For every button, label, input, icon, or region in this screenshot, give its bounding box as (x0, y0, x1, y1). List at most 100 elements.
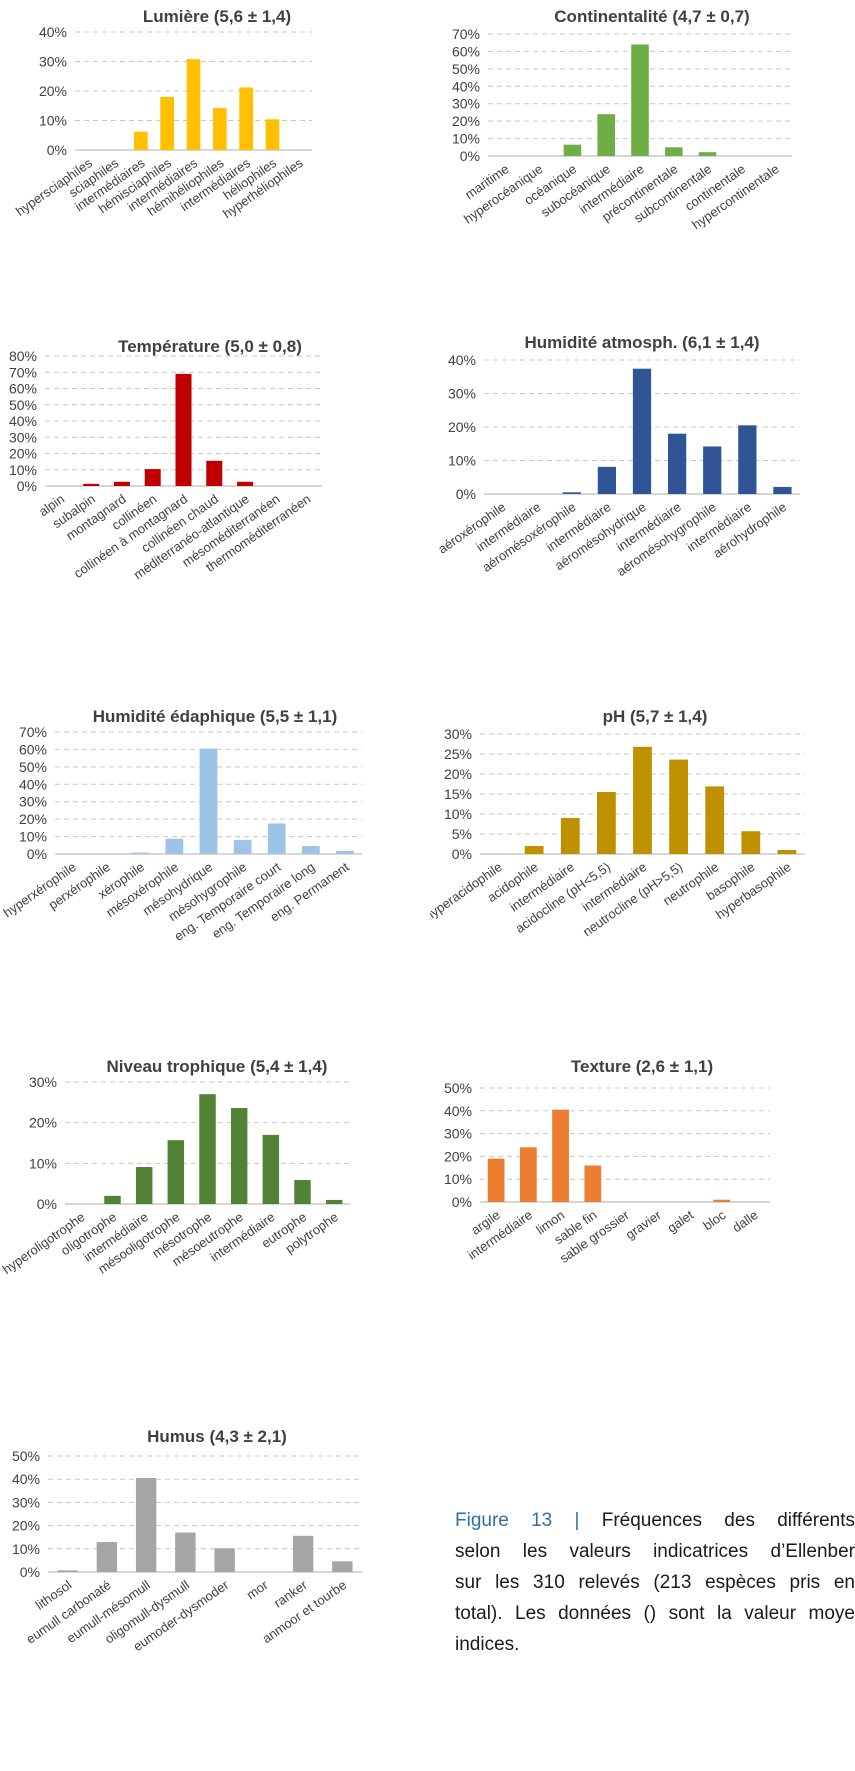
chart-title: Niveau trophique (5,4 ± 1,4) (107, 1057, 328, 1076)
chart-panel-ph: pH (5,7 ± 1,4) 0% 5% 10% 15% 20% 25% 30% hyperac… (430, 700, 855, 1000)
x-tick-label: galet (664, 1207, 696, 1236)
bar (332, 1561, 353, 1572)
y-tick-label: 10% (12, 1541, 40, 1557)
x-tick-label: dalle (730, 1207, 761, 1235)
y-tick-label: 20% (444, 1148, 472, 1164)
bar (212, 108, 227, 150)
bar (738, 425, 757, 494)
y-tick-label: 80% (9, 348, 37, 364)
bar (135, 1478, 157, 1572)
y-tick-label: 10% (39, 113, 67, 129)
chart-panel-continentalite: Continentalité (4,7 ± 0,7) 0% 10% 20% 30% 40%… (430, 0, 855, 315)
chart-panel-texture: Texture (2,6 ± 1,1) 0% 10% 20% 30% 40% 50% argi… (430, 1050, 855, 1405)
bar (597, 792, 616, 854)
bar (83, 483, 100, 486)
bar (175, 373, 192, 486)
bar (301, 845, 320, 854)
y-tick-label: 20% (39, 83, 67, 99)
bar (597, 466, 617, 494)
y-tick-label: 20% (9, 446, 37, 462)
chart-svg: Température (5,0 ± 0,8) 0%10%20%30%40%50%… (9, 337, 322, 582)
bar (777, 850, 797, 854)
caption-line-2: selon les valeurs indicatrices d’Ellenbe… (455, 1541, 855, 1562)
y-tick-label: 20% (19, 811, 47, 827)
y-tick-label: 0% (47, 142, 67, 158)
y-tick-label: 20% (444, 766, 472, 782)
bar (560, 818, 580, 854)
y-tick-label: 70% (9, 364, 37, 380)
bar (552, 1109, 569, 1202)
y-tick-label: 70% (19, 724, 47, 740)
chart-svg: Lumière (5,6 ± 1,4)0%10%20%30%40%hypersc… (13, 7, 312, 221)
bar (214, 1548, 235, 1572)
bar (160, 96, 175, 150)
chart-title: Lumière (5,6 ± 1,4) (143, 7, 291, 26)
chart-title: Température (5,0 ± 0,8) (118, 337, 302, 356)
y-tick-label: 30% (452, 96, 480, 112)
y-tick-label: 0% (452, 1194, 472, 1210)
caption-line-1: Figure 13 | Fréquences des différents (455, 1505, 855, 1536)
y-tick-label: 30% (39, 54, 67, 70)
bar (113, 481, 130, 486)
bar (104, 1195, 121, 1204)
y-tick-label: 30% (444, 726, 472, 742)
caption-text-1: Fréquences des différents (601, 1510, 855, 1531)
bar (265, 119, 280, 150)
bar (237, 481, 254, 486)
bar (741, 831, 761, 854)
y-tick-label: 20% (29, 1115, 57, 1131)
caption-line-4: total). Les données () sont la valeur mo… (455, 1603, 855, 1624)
y-tick-label: 0% (460, 148, 480, 164)
chart-svg: Humidité atmosph. (6,1 ± 1,4) 0% 10% 20% 30%… (435, 333, 800, 579)
y-tick-label: 0% (37, 1196, 57, 1212)
y-tick-label: 0% (456, 486, 476, 502)
y-tick-label: 50% (19, 759, 47, 775)
y-tick-label: 50% (12, 1448, 40, 1464)
chart-svg: pH (5,7 ± 1,4)0%5%10%15%20%25%30%hyperac… (430, 707, 805, 939)
y-tick-label: 0% (27, 846, 47, 862)
y-tick-label: 20% (12, 1518, 40, 1534)
chart-title: pH (5,7 ± 1,4) (603, 707, 708, 726)
y-tick-label: 40% (448, 352, 476, 368)
y-tick-label: 30% (448, 386, 476, 402)
y-tick-label: 30% (29, 1074, 57, 1090)
y-tick-label: 10% (19, 829, 47, 845)
caption-line-5: indices. (455, 1634, 520, 1655)
y-tick-label: 60% (19, 741, 47, 757)
chart-title: Humidité édaphique (5,5 ± 1,1) (93, 707, 338, 726)
bar (292, 1535, 314, 1572)
y-tick-label: 40% (9, 413, 37, 429)
y-tick-label: 10% (444, 1171, 472, 1187)
bar (267, 823, 286, 854)
bar (667, 433, 687, 494)
bar (597, 114, 616, 156)
bar (669, 759, 688, 854)
bar (133, 131, 148, 150)
bar (144, 469, 161, 486)
x-tick-label: bloc (700, 1207, 729, 1233)
bar (325, 1199, 343, 1204)
y-tick-label: 60% (452, 43, 480, 59)
figure-label: Figure 13 | (455, 1510, 580, 1531)
y-tick-label: 40% (39, 24, 67, 40)
y-tick-label: 5% (452, 826, 472, 842)
bar (175, 1532, 196, 1572)
bar (487, 1158, 505, 1202)
bar (633, 746, 652, 854)
y-tick-label: 10% (444, 806, 472, 822)
x-tick-label: mor (244, 1577, 271, 1603)
bar (135, 1166, 153, 1204)
y-tick-label: 50% (452, 61, 480, 77)
bar (57, 1570, 78, 1572)
y-tick-label: 30% (444, 1126, 472, 1142)
y-tick-label: 50% (9, 397, 37, 413)
chart-panel-temperature: Température (5,0 ± 0,8) 0% 10% 20% 30% 40% 50%… (0, 330, 430, 665)
y-tick-label: 15% (444, 786, 472, 802)
x-tick-label: gravier (623, 1207, 665, 1242)
bar (524, 846, 544, 854)
bar (773, 486, 792, 494)
bar (631, 44, 649, 157)
chart-svg: Texture (2,6 ± 1,1)0%10%20%30%40%50%argi… (444, 1057, 770, 1266)
y-tick-label: 0% (17, 478, 37, 494)
y-tick-label: 40% (444, 1103, 472, 1119)
